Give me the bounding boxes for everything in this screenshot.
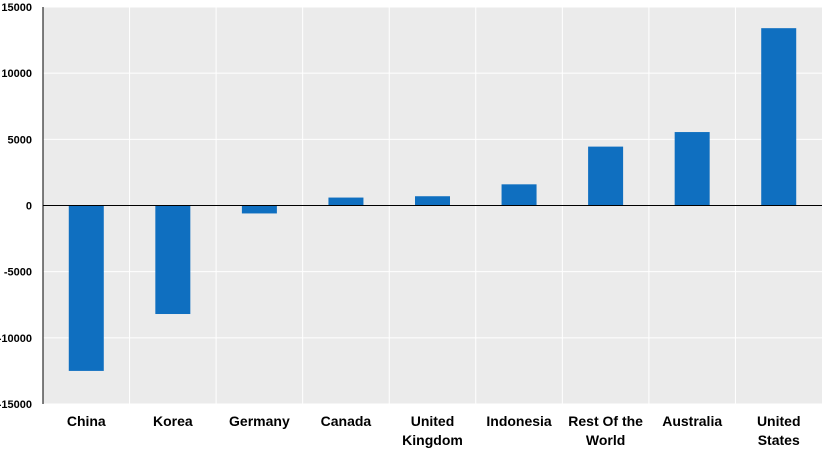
x-category-label-line: States <box>758 432 800 448</box>
x-category-label: Indonesia <box>486 413 552 429</box>
x-category-label-line: Canada <box>321 413 372 429</box>
y-tick-label: -5000 <box>4 267 32 279</box>
x-category-label-line: Rest Of the <box>568 413 643 429</box>
x-category-label: United States <box>757 413 801 448</box>
y-tick-label: -15000 <box>0 399 32 411</box>
x-category-label: United Kingdom <box>402 413 463 448</box>
x-category-label-line: Kingdom <box>402 432 463 448</box>
y-tick-label: 15000 <box>1 2 32 14</box>
x-category-label-line: Korea <box>153 413 193 429</box>
bars <box>68 28 797 371</box>
bar <box>415 196 450 206</box>
x-category-label: Australia <box>662 413 722 429</box>
x-category-label: Rest Of the World <box>568 413 643 448</box>
y-tick-label: 5000 <box>8 134 32 146</box>
x-category-label-line: Australia <box>662 413 722 429</box>
bar <box>328 197 364 206</box>
y-tick-label: -10000 <box>0 333 32 345</box>
bar <box>761 28 797 206</box>
bar <box>68 205 104 371</box>
bar <box>241 205 277 214</box>
x-category-label-line: United <box>411 413 455 429</box>
x-category-label: Korea <box>153 413 193 429</box>
axes <box>42 7 822 404</box>
x-category-label: China <box>67 413 106 429</box>
bar <box>674 132 710 206</box>
x-axis-labels: China Korea Germany Canada United Kingdom Indo… <box>67 413 801 448</box>
x-category-label-line: Indonesia <box>486 413 552 429</box>
y-tick-label: 0 <box>26 201 32 213</box>
x-category-label-line: Germany <box>229 413 290 429</box>
x-category-label-line: United <box>757 413 801 429</box>
y-tick-label: 10000 <box>1 68 32 80</box>
x-category-label-line: China <box>67 413 106 429</box>
bar <box>501 184 537 206</box>
bar <box>588 146 624 206</box>
x-category-label: Germany <box>229 413 290 429</box>
y-axis-ticks: 15000 10000 5000 0 -5000 -10000 -15000 <box>0 2 32 411</box>
x-category-label-line: World <box>586 432 625 448</box>
bar <box>155 205 191 315</box>
x-category-label: Canada <box>321 413 372 429</box>
